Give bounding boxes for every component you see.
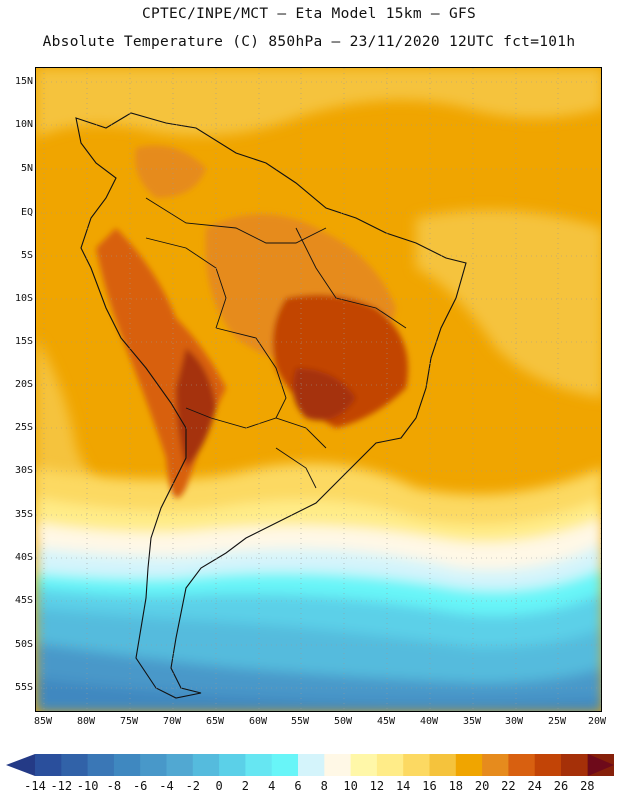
lon-label: 20W <box>587 716 607 727</box>
lon-label: 25W <box>547 716 567 727</box>
colorbar-cell <box>166 754 194 776</box>
colorbar-low-arrow <box>6 754 35 776</box>
colorbar-label: 10 <box>343 779 358 793</box>
colorbar-label: 14 <box>395 779 411 793</box>
lat-label: 40S <box>14 552 33 563</box>
colorbar-label: -14 <box>24 779 46 793</box>
lat-label: 15S <box>14 336 33 347</box>
lat-label: 10N <box>14 119 33 130</box>
colorbar-cell <box>298 754 325 776</box>
colorbar-cell <box>561 754 588 776</box>
colorbar-label: 22 <box>501 779 516 793</box>
lat-label: 55S <box>14 682 33 693</box>
colorbar-cell <box>245 754 273 776</box>
colorbar-label: -8 <box>106 779 122 793</box>
lon-label: 70W <box>162 716 182 727</box>
colorbar-cell <box>61 754 88 776</box>
temperature-field <box>36 68 601 711</box>
lon-label: 50W <box>333 716 353 727</box>
colorbar-cell <box>534 754 562 776</box>
colorbar-high-arrow <box>588 754 614 776</box>
lon-label: 55W <box>290 716 310 727</box>
map-subtitle: Absolute Temperature (C) 850hPa – 23/11/… <box>42 34 576 50</box>
lat-label: 50S <box>14 639 33 650</box>
continent-outline <box>75 112 467 699</box>
lon-label: 75W <box>119 716 139 727</box>
colorbar-cell <box>324 754 351 776</box>
lat-label: 45S <box>14 595 33 606</box>
colorbar-cell <box>192 754 220 776</box>
colorbar-cell <box>219 754 246 776</box>
lon-label: 80W <box>76 716 96 727</box>
lon-label: 45W <box>376 716 396 727</box>
lon-label: 85W <box>33 716 53 727</box>
colorbar-label: 6 <box>294 779 302 793</box>
colorbar-label: 12 <box>369 779 385 793</box>
lat-label: 5S <box>20 250 33 261</box>
map-title: CPTEC/INPE/MCT – Eta Model 15km – GFS <box>141 6 477 22</box>
colorbar-label: 4 <box>268 779 276 793</box>
colorbar-label: 26 <box>553 779 569 793</box>
lon-label: 35W <box>462 716 482 727</box>
lat-label: 25S <box>14 422 33 433</box>
colorbar-cell <box>376 754 404 776</box>
colorbar-label: -6 <box>132 779 148 793</box>
colorbar-cell <box>455 754 483 776</box>
colorbar-cell <box>350 754 378 776</box>
lat-label: 35S <box>14 509 33 520</box>
colorbar-label: 16 <box>422 779 437 793</box>
colorbar-cell <box>429 754 457 776</box>
map-panel <box>35 67 602 712</box>
lon-label: 30W <box>504 716 524 727</box>
colorbar-label: 2 <box>241 779 249 793</box>
colorbar-label: 24 <box>527 779 542 793</box>
colorbar <box>6 754 614 776</box>
lon-label: 40W <box>419 716 439 727</box>
colorbar-label: -10 <box>76 779 99 793</box>
colorbar-label: -2 <box>185 779 201 793</box>
lat-label: 30S <box>14 465 33 476</box>
colorbar-label: 18 <box>448 779 464 793</box>
colorbar-cell <box>482 754 509 776</box>
colorbar-cell <box>271 754 299 776</box>
colorbar-label: 20 <box>474 779 490 793</box>
colorbar-label: 8 <box>320 779 328 793</box>
colorbar-label: -4 <box>159 779 174 793</box>
colorbar-cell <box>403 754 430 776</box>
colorbar-cell <box>35 754 62 776</box>
colorbar-label: 0 <box>215 779 223 793</box>
colorbar-cell <box>508 754 536 776</box>
lat-label: 20S <box>14 379 33 390</box>
colorbar-label: -12 <box>50 779 73 793</box>
lat-label: 15N <box>14 76 33 87</box>
colorbar-cell <box>87 754 115 776</box>
lon-label: 60W <box>248 716 268 727</box>
lat-label: EQ <box>20 207 33 218</box>
colorbar-cell <box>140 754 167 776</box>
lat-label: 10S <box>14 293 33 304</box>
lat-label: 5N <box>20 163 33 174</box>
colorbar-label: 28 <box>580 779 595 793</box>
colorbar-cell <box>113 754 141 776</box>
lon-label: 65W <box>205 716 225 727</box>
